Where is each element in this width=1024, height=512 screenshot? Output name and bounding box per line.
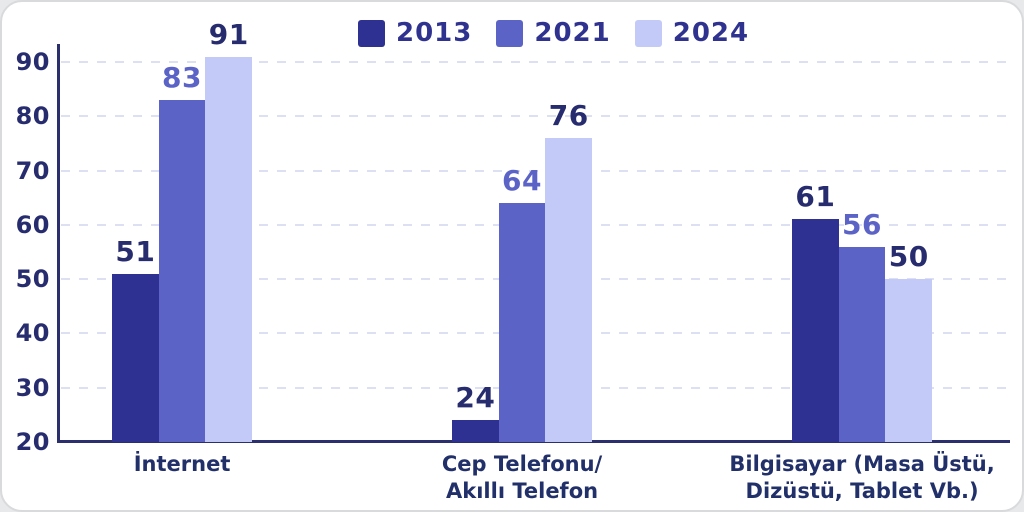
y-tick-label-90: 90 — [15, 48, 50, 76]
legend-label: 2024 — [672, 18, 750, 48]
bar-value-label: 56 — [842, 207, 883, 241]
bar-2021-group1 — [158, 100, 206, 442]
category-label-line: Cep Telefonu/ — [441, 452, 603, 476]
bar-value-label: 24 — [455, 381, 496, 415]
legend-label: 2013 — [396, 18, 473, 48]
bar-2021-group2 — [498, 203, 546, 442]
gridline-80 — [61, 115, 1010, 118]
legend-item-2024: 2024 — [634, 18, 750, 48]
bar-value-label: 76 — [548, 99, 589, 132]
y-tick-label-30: 30 — [15, 373, 50, 402]
category-label-1: İnternet — [0, 451, 372, 478]
category-label-2: Cep Telefonu/Akıllı Telefon — [332, 451, 712, 505]
y-tick-label-20: 20 — [15, 428, 50, 456]
category-label-line: Akıllı Telefon — [446, 479, 599, 503]
y-tick-label-50: 50 — [15, 265, 50, 294]
bar-2021-group3 — [838, 246, 886, 442]
bar-2013-group2 — [452, 420, 499, 442]
chart-legend: 2013 2021 2024 — [358, 20, 749, 47]
category-label-3: Bilgisayar (Masa Üstü, Dizüstü, Tablet Vb… — [672, 451, 1024, 505]
bar-value-label: 91 — [208, 17, 249, 51]
bar-value-label: 51 — [115, 234, 156, 268]
bar-2013-group1 — [112, 273, 159, 442]
category-label-line: İnternet — [133, 452, 231, 476]
gridline-70 — [61, 169, 1010, 172]
legend-swatch-2024 — [634, 20, 662, 47]
y-tick-label-60: 60 — [15, 210, 50, 239]
legend-swatch-2021 — [496, 20, 524, 47]
y-tick-label-70: 70 — [15, 156, 50, 185]
bar-value-label: 50 — [888, 240, 929, 274]
gridline-90 — [61, 61, 1010, 63]
legend-item-2021: 2021 — [496, 20, 610, 47]
bar-2013-group3 — [792, 219, 839, 442]
y-tick-label-80: 80 — [15, 102, 50, 131]
bar-value-label: 64 — [502, 164, 543, 198]
category-label-line: Bilgisayar (Masa Üstü, — [729, 452, 995, 476]
y-axis-line — [57, 44, 60, 443]
legend-label: 2021 — [534, 18, 611, 48]
bar-2024-group1 — [205, 56, 253, 442]
bar-2024-group2 — [545, 138, 593, 442]
y-tick-label-40: 40 — [15, 319, 50, 348]
bar-2024-group3 — [885, 279, 933, 442]
bar-value-label: 83 — [162, 61, 203, 94]
legend-item-2013: 2013 — [358, 20, 472, 47]
legend-swatch-2013 — [358, 20, 385, 47]
category-label-line: Dizüstü, Tablet Vb.) — [745, 479, 979, 503]
bar-value-label: 61 — [795, 180, 836, 214]
